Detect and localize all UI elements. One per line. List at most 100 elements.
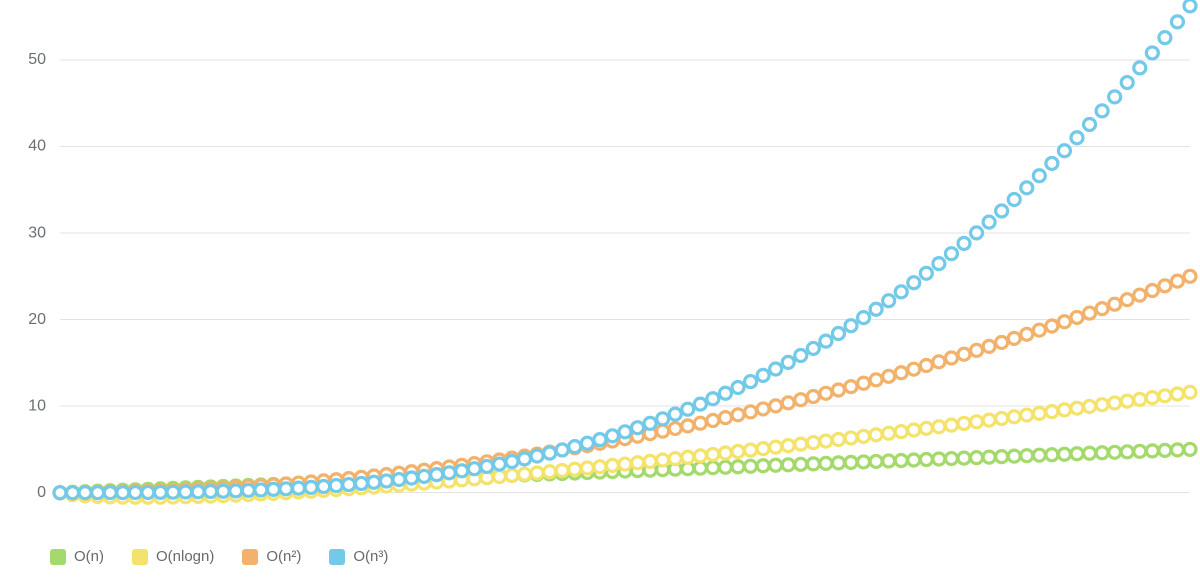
marker-o_nlogn — [1033, 407, 1045, 419]
marker-o_n3 — [745, 376, 757, 388]
marker-o_nlogn — [694, 450, 706, 462]
marker-o_n — [770, 459, 782, 471]
marker-o_n — [1096, 447, 1108, 459]
marker-o_nlogn — [581, 462, 593, 474]
marker-o_n — [1146, 445, 1158, 457]
marker-o_n2 — [832, 384, 844, 396]
marker-o_n3 — [606, 430, 618, 442]
marker-o_n — [707, 462, 719, 474]
marker-o_n3 — [883, 295, 895, 307]
marker-o_n2 — [707, 414, 719, 426]
legend-swatch-o_n2 — [242, 549, 258, 565]
marker-o_n3 — [983, 216, 995, 228]
marker-o_n3 — [694, 398, 706, 410]
marker-o_n3 — [318, 481, 330, 493]
marker-o_n3 — [267, 483, 279, 495]
marker-o_n3 — [167, 486, 179, 498]
marker-o_n2 — [694, 417, 706, 429]
marker-o_n — [971, 452, 983, 464]
marker-o_n3 — [242, 484, 254, 496]
marker-o_nlogn — [1096, 399, 1108, 411]
marker-o_n — [1084, 447, 1096, 459]
marker-o_n — [933, 453, 945, 465]
marker-o_n2 — [895, 367, 907, 379]
marker-o_nlogn — [644, 455, 656, 467]
marker-o_n3 — [657, 413, 669, 425]
marker-o_n3 — [431, 469, 443, 481]
marker-o_n3 — [519, 453, 531, 465]
marker-o_n2 — [1071, 311, 1083, 323]
marker-o_n — [1046, 449, 1058, 461]
marker-o_n3 — [506, 456, 518, 468]
marker-o_nlogn — [883, 427, 895, 439]
marker-o_n2 — [1084, 307, 1096, 319]
marker-o_n — [719, 461, 731, 473]
marker-o_n — [920, 454, 932, 466]
marker-o_n2 — [958, 348, 970, 360]
marker-o_n3 — [92, 487, 104, 499]
marker-o_n3 — [782, 356, 794, 368]
marker-o_n2 — [845, 381, 857, 393]
marker-o_n3 — [556, 444, 568, 456]
marker-o_nlogn — [1109, 397, 1121, 409]
marker-o_n3 — [732, 382, 744, 394]
marker-o_n3 — [293, 482, 305, 494]
marker-o_n2 — [1159, 280, 1171, 292]
marker-o_n3 — [305, 481, 317, 493]
marker-o_n — [983, 451, 995, 463]
marker-o_n — [1184, 443, 1196, 455]
marker-o_n3 — [468, 463, 480, 475]
marker-o_nlogn — [493, 471, 505, 483]
marker-o_n2 — [945, 352, 957, 364]
ytick-label: 50 — [28, 51, 46, 68]
marker-o_n3 — [531, 450, 543, 462]
marker-o_n3 — [870, 303, 882, 315]
marker-o_n — [996, 451, 1008, 463]
legend-label-o_n3: O(n³) — [353, 548, 388, 565]
marker-o_n2 — [883, 370, 895, 382]
marker-o_nlogn — [807, 437, 819, 449]
marker-o_n3 — [1084, 118, 1096, 130]
marker-o_n2 — [732, 409, 744, 421]
marker-o_n3 — [255, 484, 267, 496]
marker-o_nlogn — [1159, 390, 1171, 402]
chart-canvas: 01020304050 — [0, 0, 1200, 584]
marker-o_n2 — [1008, 332, 1020, 344]
marker-o_nlogn — [895, 426, 907, 438]
marker-o_n3 — [920, 267, 932, 279]
marker-o_n2 — [820, 387, 832, 399]
marker-o_nlogn — [569, 463, 581, 475]
marker-o_n2 — [669, 423, 681, 435]
marker-o_n2 — [870, 374, 882, 386]
marker-o_n3 — [933, 258, 945, 270]
marker-o_n2 — [1171, 275, 1183, 287]
ytick-label: 40 — [28, 138, 46, 155]
marker-o_n — [732, 461, 744, 473]
marker-o_n3 — [117, 487, 129, 499]
marker-o_n3 — [820, 335, 832, 347]
marker-o_n — [1058, 448, 1070, 460]
marker-o_n3 — [908, 277, 920, 289]
marker-o_n — [1171, 444, 1183, 456]
marker-o_nlogn — [506, 469, 518, 481]
marker-o_n3 — [406, 472, 418, 484]
marker-o_n3 — [67, 487, 79, 499]
marker-o_n2 — [908, 363, 920, 375]
marker-o_nlogn — [820, 435, 832, 447]
marker-o_n3 — [343, 479, 355, 491]
marker-o_n3 — [770, 363, 782, 375]
marker-o_nlogn — [1008, 411, 1020, 423]
marker-o_n — [945, 453, 957, 465]
marker-o_n2 — [1121, 294, 1133, 306]
marker-o_nlogn — [632, 457, 644, 469]
marker-o_n3 — [1159, 32, 1171, 44]
marker-o_n2 — [745, 406, 757, 418]
marker-o_n — [757, 460, 769, 472]
marker-o_nlogn — [858, 430, 870, 442]
marker-o_n3 — [230, 485, 242, 497]
marker-o_n3 — [456, 465, 468, 477]
legend-label-o_n: O(n) — [74, 548, 104, 565]
marker-o_n3 — [380, 475, 392, 487]
marker-o_nlogn — [870, 429, 882, 441]
marker-o_n — [845, 456, 857, 468]
